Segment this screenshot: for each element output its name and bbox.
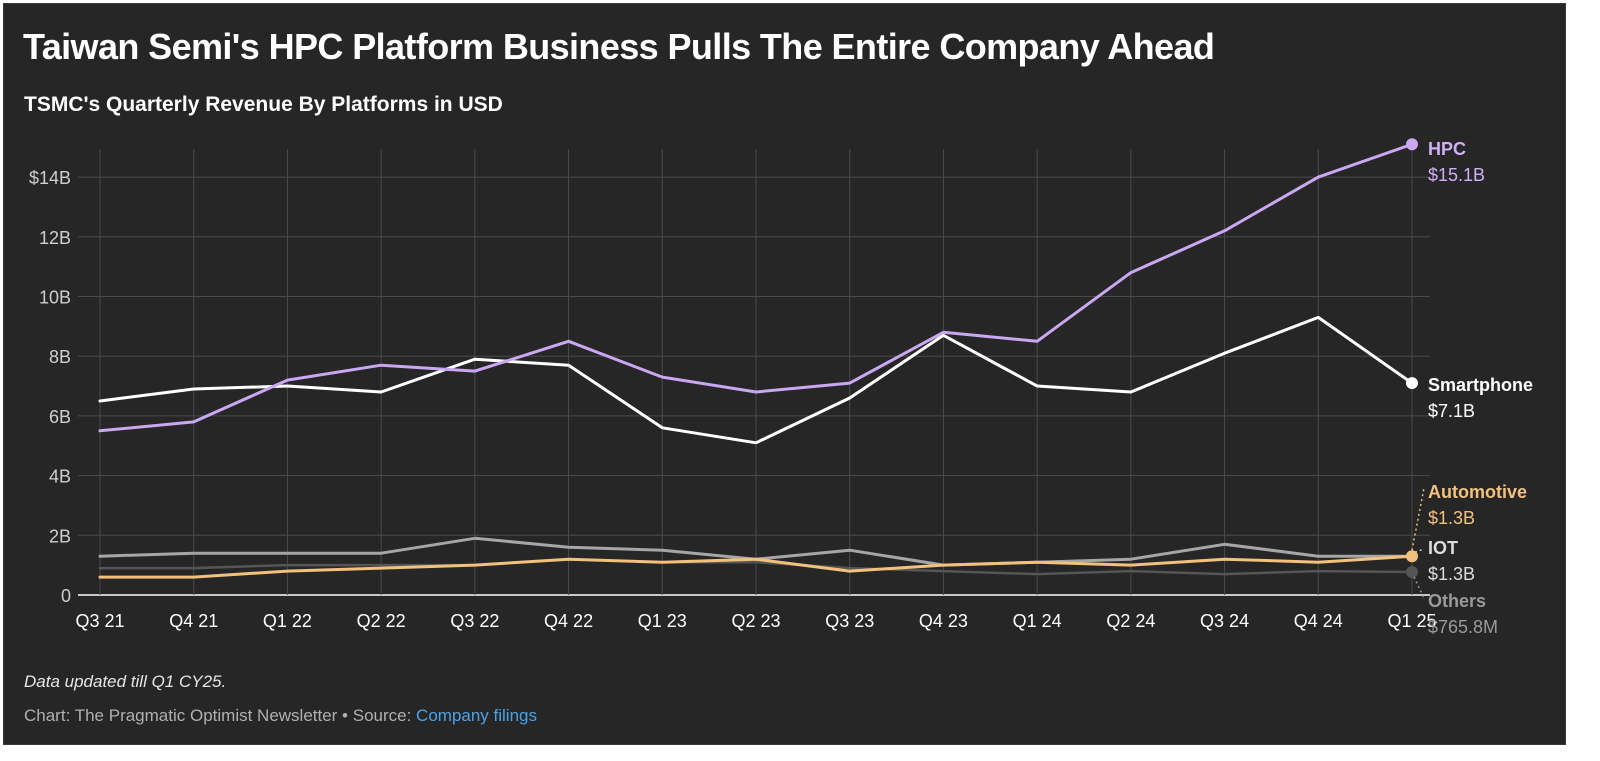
connector-iot	[1414, 548, 1425, 553]
series-line-hpc	[98, 142, 1414, 433]
y-gridlines	[78, 176, 1430, 596]
end-point-others	[1406, 566, 1418, 579]
x-tick-label: Q4 23	[919, 611, 968, 631]
end-label-value-smartphone: $7.1B	[1428, 401, 1475, 421]
series-end-labels: HPC $15.1B Smartphone $7.1B Automotive $1.3B I…	[1411, 139, 1533, 637]
y-tick-label: 0	[61, 586, 71, 606]
y-tick-label: 6B	[49, 407, 71, 427]
y-tick-label: 12B	[39, 228, 71, 248]
x-tick-label: Q4 21	[169, 611, 218, 631]
x-tick-label: Q3 21	[75, 611, 124, 631]
data-note: Data updated till Q1 CY25.	[24, 672, 227, 691]
x-tick-label: Q1 25	[1387, 611, 1436, 631]
x-tick-label: Q1 22	[263, 611, 312, 631]
x-tick-label: Q1 24	[1013, 611, 1062, 631]
x-tick-label: Q1 23	[638, 611, 687, 631]
end-label-name-iot: IOT	[1428, 538, 1458, 558]
connector-automotive	[1411, 487, 1425, 551]
x-tick-label: Q2 22	[357, 611, 406, 631]
y-tick-label: 8B	[49, 347, 71, 367]
end-label-name-others: Others	[1428, 591, 1486, 611]
series-line-others	[98, 557, 1414, 576]
x-gridlines	[99, 149, 1413, 595]
end-label-name-hpc: HPC	[1428, 139, 1466, 159]
chart-card: Taiwan Semi's HPC Platform Business Pull…	[3, 3, 1566, 745]
end-label-value-others: $765.8M	[1428, 617, 1498, 637]
y-tick-label: 2B	[49, 526, 71, 546]
x-tick-label: Q2 23	[731, 611, 780, 631]
y-tick-label: 10B	[39, 288, 71, 308]
chart-subtitle: TSMC's Quarterly Revenue By Platforms in…	[24, 93, 503, 116]
end-label-value-automotive: $1.3B	[1428, 508, 1475, 528]
chart-title: Taiwan Semi's HPC Platform Business Pull…	[23, 26, 1215, 67]
end-point-hpc	[1406, 138, 1418, 151]
end-label-value-hpc: $15.1B	[1428, 165, 1485, 185]
x-tick-label: Q3 24	[1200, 611, 1249, 631]
connector-others	[1413, 576, 1425, 599]
end-label-value-iot: $1.3B	[1428, 564, 1475, 584]
end-label-name-smartphone: Smartphone	[1428, 375, 1533, 395]
chart-credit: Chart: The Pragmatic Optimist Newsletter…	[24, 706, 537, 726]
y-tick-label: 4B	[49, 467, 71, 487]
source-link[interactable]: Company filings	[416, 706, 537, 725]
series-line-smartphone	[98, 315, 1414, 445]
x-tick-label: Q2 24	[1106, 611, 1155, 631]
end-point-automotive	[1406, 550, 1418, 563]
series-line-automotive	[98, 554, 1414, 579]
y-tick-label: $14B	[29, 168, 71, 188]
x-tick-label: Q3 22	[450, 611, 499, 631]
x-tick-label: Q4 24	[1294, 611, 1343, 631]
credit-text: Chart: The Pragmatic Optimist Newsletter…	[24, 706, 417, 725]
x-tick-label: Q4 22	[544, 611, 593, 631]
end-label-name-automotive: Automotive	[1428, 482, 1527, 502]
x-tick-label: Q3 23	[825, 611, 874, 631]
y-axis-labels: 0 2B 4B 6B 8B 10B 12B $14B	[29, 168, 71, 606]
end-point-smartphone	[1406, 377, 1418, 390]
line-chart: 0 2B 4B 6B 8B 10B 12B $14B Q3 21 Q4 21 Q1 22 Q2 22…	[29, 138, 1533, 637]
series-lines	[98, 138, 1418, 579]
x-axis-labels: Q3 21 Q4 21 Q1 22 Q2 22 Q3 22 Q4 22 Q1 23 Q2 23…	[75, 611, 1436, 631]
